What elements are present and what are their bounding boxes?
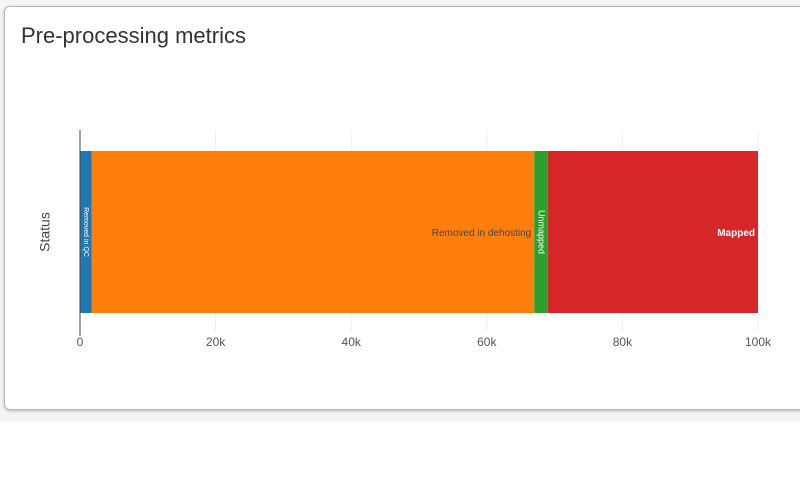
stacked-bar-chart[interactable]: Removed in QC Removed in dehosting Unmappe…	[0, 0, 800, 420]
x-tick-label: 0	[77, 335, 84, 349]
bar-segment[interactable]	[547, 151, 758, 313]
axis-layer: 0 20k 40k 60k 80k 100k Status	[37, 130, 772, 349]
bar-label: Removed in QC	[82, 207, 89, 257]
bar-layer	[80, 151, 758, 313]
bar-label: Mapped	[717, 228, 755, 239]
bar-label: Unmapped	[537, 210, 547, 254]
bar-segment[interactable]	[534, 151, 548, 313]
bar-label: Removed in dehosting	[432, 228, 532, 239]
x-tick-label: 60k	[477, 335, 497, 349]
x-tick-label: 20k	[206, 335, 226, 349]
x-tick-label: 100k	[745, 335, 772, 349]
x-tick-label: 40k	[342, 335, 362, 349]
bar-segment[interactable]	[91, 151, 535, 313]
bar-label-layer: Removed in QC Removed in dehosting Unmappe…	[82, 207, 755, 257]
x-tick-label: 80k	[613, 335, 633, 349]
y-axis-title: Status	[37, 212, 53, 252]
bar-segment[interactable]	[80, 151, 92, 313]
card-title: Pre-processing metrics	[21, 23, 246, 48]
